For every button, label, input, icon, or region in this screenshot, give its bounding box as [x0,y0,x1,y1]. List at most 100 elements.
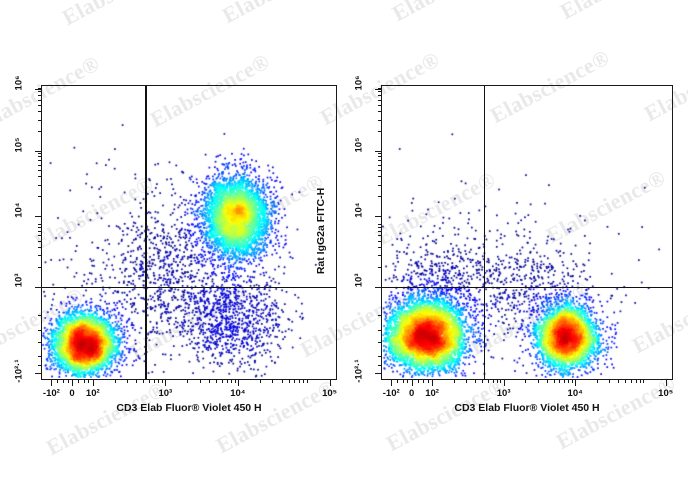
x-tick-minor [609,380,611,383]
y-tick-minor [378,152,381,154]
x-tick-minor [259,380,261,383]
x-tick-label: 0 [69,388,75,399]
x-tick-minor [83,380,85,383]
x-tick-minor [466,380,468,383]
x-tick-minor [307,380,309,383]
y-tick-minor [378,160,381,162]
x-tick-minor [226,380,228,383]
y-tick-minor [378,164,381,166]
y-tick-major [375,216,381,218]
x-tick-minor [407,380,409,383]
x-tick-label: 10² [85,388,100,399]
x-tick-major [72,380,74,386]
x-tick-minor [564,380,566,383]
x-tick-minor [127,380,129,383]
quadrant-gate-vertical-left[interactable] [145,86,147,379]
y-tick-major [375,372,381,374]
x-axis-title-right: CD3 Elab Fluor® Violet 450 H [454,402,600,414]
x-tick-minor [57,380,59,383]
y-tick-minor [38,99,41,101]
y-tick-minor [38,184,41,186]
y-tick-label: 10⁴ [353,202,365,219]
x-tick-major [411,380,413,386]
x-tick-minor [230,380,232,383]
y-tick-minor [38,365,41,367]
y-tick-minor [38,267,41,269]
quadrant-gate-horizontal-left[interactable] [42,286,336,288]
x-tick-minor [149,380,151,383]
y-tick-minor [38,169,41,171]
y-tick-minor [378,184,381,186]
y-tick-minor [378,315,381,317]
y-tick-major [35,372,41,374]
x-tick-label: -10² [42,388,60,399]
y-tick-minor [378,223,381,225]
y-tick-minor [38,152,41,154]
y-tick-minor [378,267,381,269]
x-tick-minor [154,380,156,383]
y-tick-minor [378,176,381,178]
y-tick-minor [38,119,41,121]
x-axis-title-left: CD3 Elab Fluor® Violet 450 H [116,402,262,414]
y-tick-minor [38,176,41,178]
x-tick-minor [453,380,455,383]
x-tick-minor [187,380,189,383]
x-tick-label: 10⁴ [230,388,246,399]
quadrant-gate-horizontal-right[interactable] [382,286,672,288]
plot-area-left [41,85,337,380]
y-tick-label: 10⁵ [353,137,365,153]
y-tick-minor [38,223,41,225]
y-tick-minor [38,196,41,198]
y-tick-minor [378,111,381,113]
x-tick-minor [158,380,160,383]
y-tick-minor [378,95,381,97]
y-tick-minor [38,104,41,106]
x-tick-minor [208,380,210,383]
y-tick-minor [38,255,41,257]
x-tick-minor [487,380,489,383]
x-tick-label: 10⁵ [658,388,674,399]
x-tick-minor [635,380,637,383]
x-tick-label: 0 [409,388,415,399]
x-tick-minor [525,380,527,383]
x-tick-minor [423,380,425,383]
x-tick-major [503,380,505,386]
y-tick-minor [38,329,41,331]
y-tick-minor [38,95,41,97]
y-tick-minor [38,164,41,166]
y-tick-minor [378,91,381,93]
y-tick-minor [38,235,41,237]
x-tick-minor [571,380,573,383]
x-tick-minor [643,380,645,383]
x-tick-minor [630,380,632,383]
x-tick-minor [136,380,138,383]
x-tick-minor [221,380,223,383]
x-tick-minor [397,380,399,383]
x-tick-major [329,380,331,386]
y-tick-minor [38,227,41,229]
y-tick-major [375,88,381,90]
x-tick-minor [546,380,548,383]
y-tick-minor [378,329,381,331]
y-tick-minor [378,227,381,229]
x-tick-minor [537,380,539,383]
x-tick-label: 10³ [158,388,173,399]
y-tick-minor [378,104,381,106]
x-tick-minor [299,380,301,383]
quadrant-gate-vertical-right[interactable] [483,86,486,379]
y-tick-major [375,151,381,153]
y-axis-title-right: Rat IgG2a FITC-H [315,187,327,274]
x-tick-minor [216,380,217,383]
y-tick-minor [38,131,41,133]
x-tick-minor [618,380,620,383]
x-tick-minor [568,380,570,383]
x-tick-minor [143,380,145,383]
x-tick-major [165,380,167,386]
y-axis-ticks-left [33,85,41,380]
y-tick-major [35,151,41,153]
x-tick-label: 10⁵ [322,388,338,399]
x-tick-minor [78,380,79,383]
y-tick-minor [38,156,41,158]
y-tick-minor [378,156,381,158]
